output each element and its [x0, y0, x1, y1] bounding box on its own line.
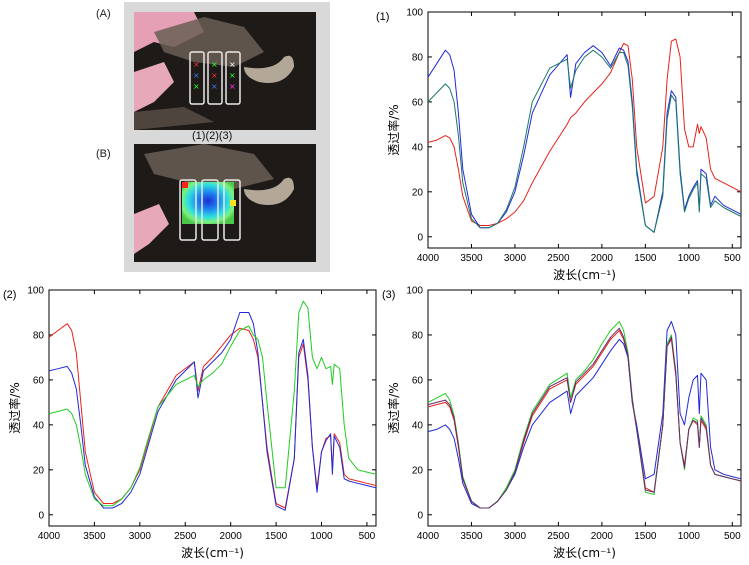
strip-labels: (1)(2)(3) — [192, 130, 233, 142]
y-tick-label: 60 — [412, 375, 424, 386]
x-tick-label: 1000 — [678, 253, 701, 264]
y-tick-label: 80 — [412, 330, 424, 341]
y-tick-label: 100 — [406, 286, 423, 297]
svg-text:×: × — [229, 60, 236, 69]
x-tick-label: 1000 — [310, 531, 333, 542]
x-tick-label: 1500 — [634, 531, 657, 542]
svg-text:×: × — [193, 82, 200, 91]
y-tick-label: 80 — [412, 52, 424, 63]
y-tick-label: 80 — [33, 330, 45, 341]
series-line-2 — [427, 45, 742, 233]
x-tick-label: 2000 — [220, 531, 243, 542]
y-tick-label: 60 — [33, 375, 45, 386]
series-line-3 — [48, 300, 377, 507]
x-axis-label: 波长(cm⁻¹) — [553, 268, 616, 282]
x-tick-label: 1500 — [634, 253, 657, 264]
plot-frame — [48, 289, 377, 527]
series-line-4 — [427, 327, 742, 509]
x-tick-label: 500 — [724, 253, 741, 264]
y-tick-label: 40 — [412, 420, 424, 431]
svg-text:×: × — [211, 60, 218, 69]
y-tick-label: 20 — [412, 465, 424, 476]
y-axis-label: 透过率/% — [386, 382, 401, 433]
microscopy-panel: (A) × × × × × × × × × (1)(2)(3) (B) — [96, 2, 330, 272]
series-line-1 — [427, 38, 742, 226]
chart-panel-2: 4000 3500 3000 2500 2000 1500 1000 500 0 20 40 60 80… — [3, 286, 377, 560]
plot-frame — [427, 289, 742, 527]
y-tick-label: 100 — [27, 286, 44, 297]
x-tick-label: 500 — [359, 531, 376, 542]
x-tick-label: 3000 — [129, 531, 152, 542]
svg-text:×: × — [229, 82, 236, 91]
x-tick-label: 3500 — [460, 531, 483, 542]
svg-text:×: × — [211, 71, 218, 80]
microscopy-image-a: × × × × × × × × × — [134, 12, 316, 130]
x-tick-label: 2500 — [174, 531, 197, 542]
x-tick-label: 4000 — [417, 253, 440, 264]
x-tick-label: 3500 — [460, 253, 483, 264]
x-tick-label: 1500 — [265, 531, 288, 542]
y-tick-label: 40 — [33, 420, 45, 431]
y-tick-label: 20 — [33, 465, 45, 476]
series-line-2 — [48, 312, 377, 511]
y-tick-label: 20 — [412, 187, 424, 198]
y-tick-label: 0 — [38, 510, 44, 521]
x-tick-label: 3500 — [83, 531, 106, 542]
y-tick-label: 100 — [406, 8, 423, 19]
svg-text:×: × — [193, 71, 200, 80]
series-line-1 — [427, 330, 742, 509]
x-tick-label: 4000 — [417, 531, 440, 542]
x-tick-label: 2500 — [547, 253, 570, 264]
y-tick-label: 0 — [417, 510, 423, 521]
plot-frame — [427, 11, 742, 249]
chart-panel-3: 4000 3500 3000 2500 2000 1500 1000 500 0 20 40 60 80… — [382, 286, 742, 560]
x-tick-label: 2000 — [591, 253, 614, 264]
series-line-2 — [427, 321, 742, 509]
chart-panel-label: (3) — [382, 289, 395, 301]
y-tick-label: 60 — [412, 97, 424, 108]
x-tick-label: 2500 — [547, 531, 570, 542]
y-tick-label: 40 — [412, 142, 424, 153]
panel-label-b: (B) — [96, 148, 111, 160]
x-tick-label: 3000 — [504, 253, 527, 264]
svg-text:×: × — [211, 82, 218, 91]
chart-panel-1: 4000 3500 3000 2500 2000 1500 1000 500 0 20 40 60 80… — [376, 8, 742, 282]
y-axis-label: 透过率/% — [386, 104, 401, 155]
chart-panel-label: (1) — [376, 11, 389, 23]
y-axis-label: 透过率/% — [7, 382, 22, 433]
panel-label-a: (A) — [96, 8, 111, 20]
y-tick-label: 0 — [417, 232, 423, 243]
x-tick-label: 3000 — [504, 531, 527, 542]
x-tick-label: 500 — [724, 531, 741, 542]
x-tick-label: 2000 — [591, 531, 614, 542]
series-line-1 — [48, 323, 377, 509]
series-line-3 — [427, 49, 742, 233]
x-axis-label: 波长(cm⁻¹) — [553, 546, 616, 560]
chart-panel-label: (2) — [3, 289, 16, 301]
x-tick-label: 4000 — [38, 531, 61, 542]
series-line-3 — [427, 321, 742, 509]
microscopy-image-b — [134, 144, 316, 262]
x-tick-label: 1000 — [678, 531, 701, 542]
svg-text:×: × — [193, 60, 200, 69]
x-axis-label: 波长(cm⁻¹) — [181, 546, 244, 560]
svg-text:×: × — [229, 71, 236, 80]
